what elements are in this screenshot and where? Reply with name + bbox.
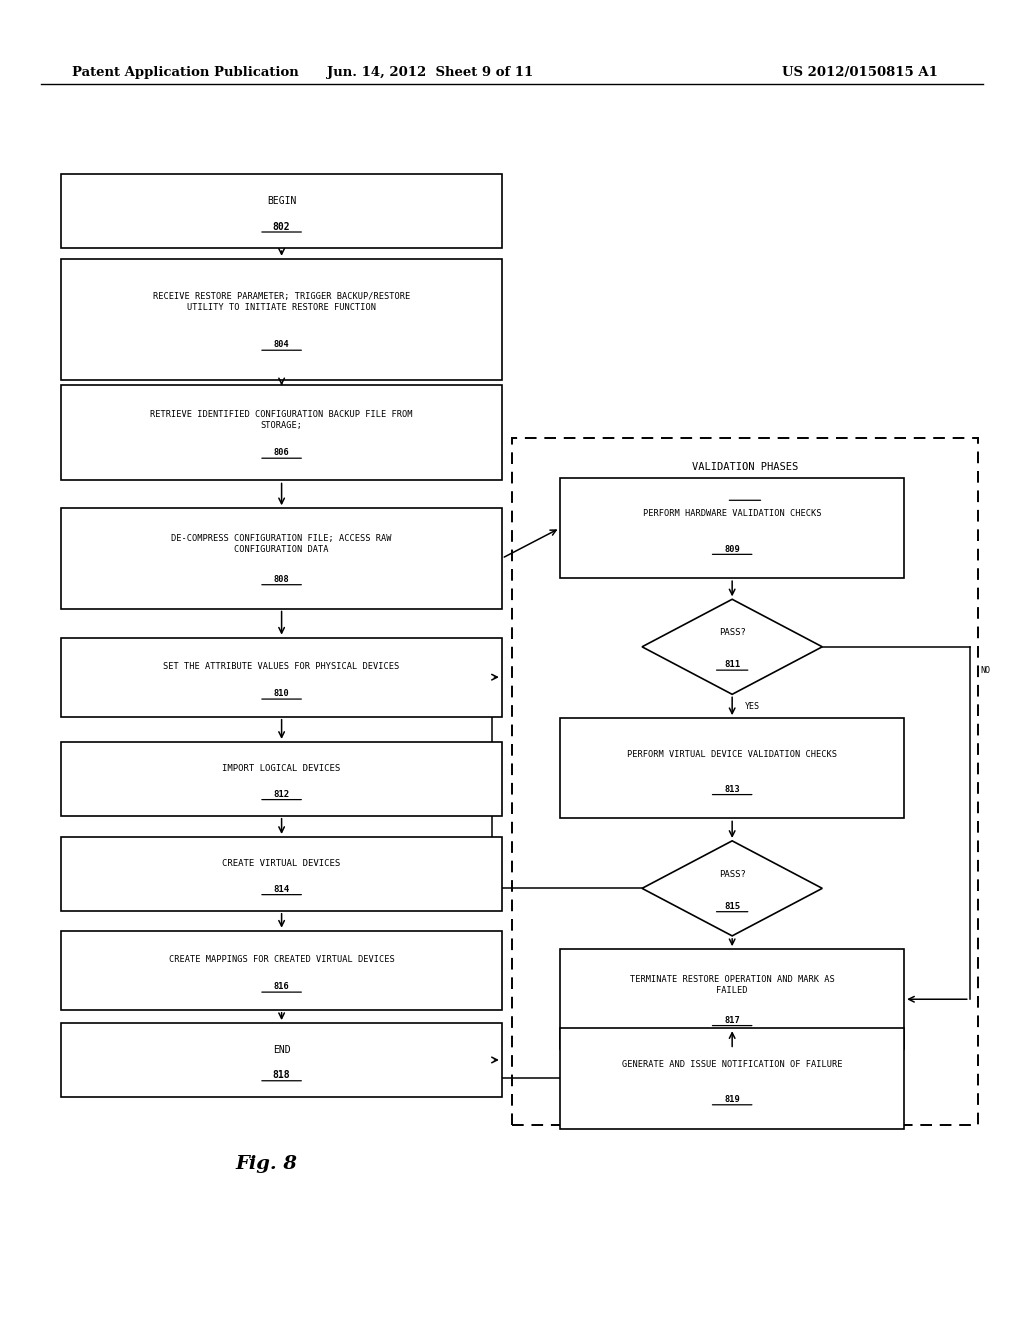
- Text: Fig. 8: Fig. 8: [236, 1155, 297, 1173]
- Text: PASS?: PASS?: [719, 628, 745, 638]
- Text: 804: 804: [273, 341, 290, 350]
- Text: NO: NO: [980, 667, 990, 675]
- Text: Patent Application Publication: Patent Application Publication: [72, 66, 298, 79]
- Bar: [61, 638, 502, 717]
- Text: US 2012/0150815 A1: US 2012/0150815 A1: [782, 66, 938, 79]
- Text: CREATE MAPPINGS FOR CREATED VIRTUAL DEVICES: CREATE MAPPINGS FOR CREATED VIRTUAL DEVI…: [169, 954, 394, 964]
- Bar: [61, 174, 502, 248]
- Text: IMPORT LOGICAL DEVICES: IMPORT LOGICAL DEVICES: [222, 764, 341, 774]
- Text: 812: 812: [273, 789, 290, 799]
- Bar: [61, 508, 502, 609]
- Text: 806: 806: [273, 449, 290, 458]
- Text: 811: 811: [724, 660, 740, 669]
- Bar: [61, 1023, 502, 1097]
- Bar: [560, 478, 904, 578]
- Text: 813: 813: [724, 785, 740, 793]
- Text: 802: 802: [272, 222, 291, 232]
- Text: Jun. 14, 2012  Sheet 9 of 11: Jun. 14, 2012 Sheet 9 of 11: [327, 66, 534, 79]
- Bar: [560, 718, 904, 818]
- Text: TERMINATE RESTORE OPERATION AND MARK AS
FAILED: TERMINATE RESTORE OPERATION AND MARK AS …: [630, 975, 835, 995]
- Bar: [61, 837, 502, 911]
- Text: 817: 817: [724, 1016, 740, 1024]
- Bar: [61, 742, 502, 816]
- Bar: [61, 385, 502, 480]
- Bar: [61, 259, 502, 380]
- Text: 801: 801: [735, 488, 755, 499]
- Text: SET THE ATTRIBUTE VALUES FOR PHYSICAL DEVICES: SET THE ATTRIBUTE VALUES FOR PHYSICAL DE…: [164, 661, 399, 671]
- Bar: [512, 438, 978, 1125]
- Text: CREATE VIRTUAL DEVICES: CREATE VIRTUAL DEVICES: [222, 859, 341, 869]
- Text: RETRIEVE IDENTIFIED CONFIGURATION BACKUP FILE FROM
STORAGE;: RETRIEVE IDENTIFIED CONFIGURATION BACKUP…: [151, 409, 413, 430]
- Text: 809: 809: [724, 545, 740, 553]
- Text: YES: YES: [744, 702, 760, 710]
- Bar: [61, 931, 502, 1010]
- Text: END: END: [272, 1044, 291, 1055]
- Bar: [560, 949, 904, 1049]
- Text: 818: 818: [272, 1071, 291, 1081]
- Text: PASS?: PASS?: [719, 870, 745, 879]
- Text: 819: 819: [724, 1096, 740, 1104]
- Text: VALIDATION PHASES: VALIDATION PHASES: [692, 462, 798, 473]
- Text: 815: 815: [724, 902, 740, 911]
- Text: 810: 810: [273, 689, 290, 698]
- Text: RECEIVE RESTORE PARAMETER; TRIGGER BACKUP/RESTORE
UTILITY TO INITIATE RESTORE FU: RECEIVE RESTORE PARAMETER; TRIGGER BACKU…: [153, 293, 411, 313]
- Text: 816: 816: [273, 982, 290, 991]
- Text: 808: 808: [273, 576, 290, 583]
- Text: BEGIN: BEGIN: [267, 195, 296, 206]
- Text: DE-COMPRESS CONFIGURATION FILE; ACCESS RAW
CONFIGURATION DATA: DE-COMPRESS CONFIGURATION FILE; ACCESS R…: [171, 535, 392, 554]
- Text: 814: 814: [273, 884, 290, 894]
- Text: GENERATE AND ISSUE NOTIFICATION OF FAILURE: GENERATE AND ISSUE NOTIFICATION OF FAILU…: [622, 1060, 843, 1069]
- Bar: [560, 1028, 904, 1129]
- Text: PERFORM VIRTUAL DEVICE VALIDATION CHECKS: PERFORM VIRTUAL DEVICE VALIDATION CHECKS: [627, 750, 838, 759]
- Polygon shape: [642, 599, 822, 694]
- Polygon shape: [642, 841, 822, 936]
- Text: PERFORM HARDWARE VALIDATION CHECKS: PERFORM HARDWARE VALIDATION CHECKS: [643, 510, 821, 519]
